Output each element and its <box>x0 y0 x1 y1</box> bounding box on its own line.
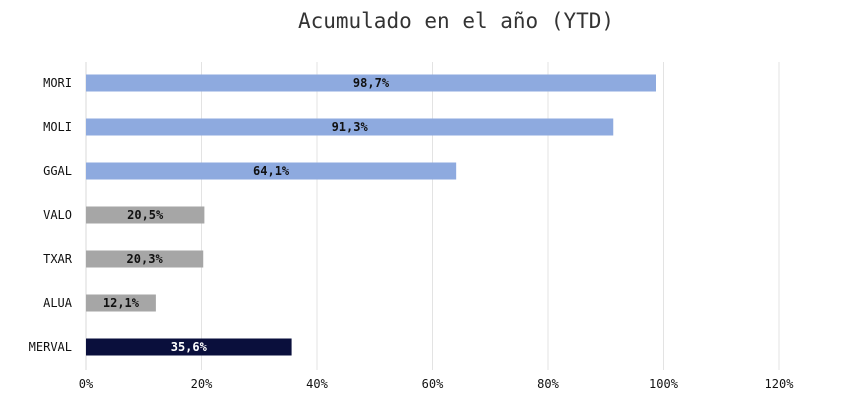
gridlines <box>85 62 780 370</box>
data-label: 98,7% <box>353 76 390 90</box>
x-axis-ticks: 0% 20% 40% 60% 80% 100% 120% <box>79 377 794 391</box>
bar <box>86 294 156 312</box>
data-label: 64,1% <box>253 164 290 178</box>
bar <box>86 250 204 268</box>
x-tick-label: 80% <box>537 377 559 391</box>
x-tick-label: 100% <box>649 377 679 391</box>
category-label: MORI <box>43 76 72 90</box>
category-label: VALO <box>43 208 72 222</box>
bars: 98,7% 91,3% 64,1% 20,5% 20,3% 12,1% 35,6% <box>86 74 656 356</box>
bar <box>86 118 614 136</box>
data-label: 20,5% <box>127 208 164 222</box>
category-label: MERVAL <box>29 340 72 354</box>
bar <box>86 338 292 356</box>
bar <box>86 162 457 180</box>
category-label: MOLI <box>43 120 72 134</box>
data-label: 35,6% <box>171 340 208 354</box>
x-tick-label: 40% <box>306 377 328 391</box>
chart-title: Acumulado en el año (YTD) <box>298 9 614 33</box>
x-tick-label: 120% <box>765 377 795 391</box>
category-label: ALUA <box>43 296 73 310</box>
bar <box>86 206 205 224</box>
x-tick-label: 0% <box>79 377 94 391</box>
bar <box>86 74 656 92</box>
x-tick-label: 60% <box>422 377 444 391</box>
data-label: 91,3% <box>332 120 369 134</box>
category-label: TXAR <box>43 252 73 266</box>
category-label: GGAL <box>43 164 72 178</box>
data-label: 20,3% <box>127 252 164 266</box>
data-label: 12,1% <box>103 296 140 310</box>
category-labels: MORI MOLI GGAL VALO TXAR ALUA MERVAL <box>29 76 73 354</box>
x-tick-label: 20% <box>191 377 213 391</box>
